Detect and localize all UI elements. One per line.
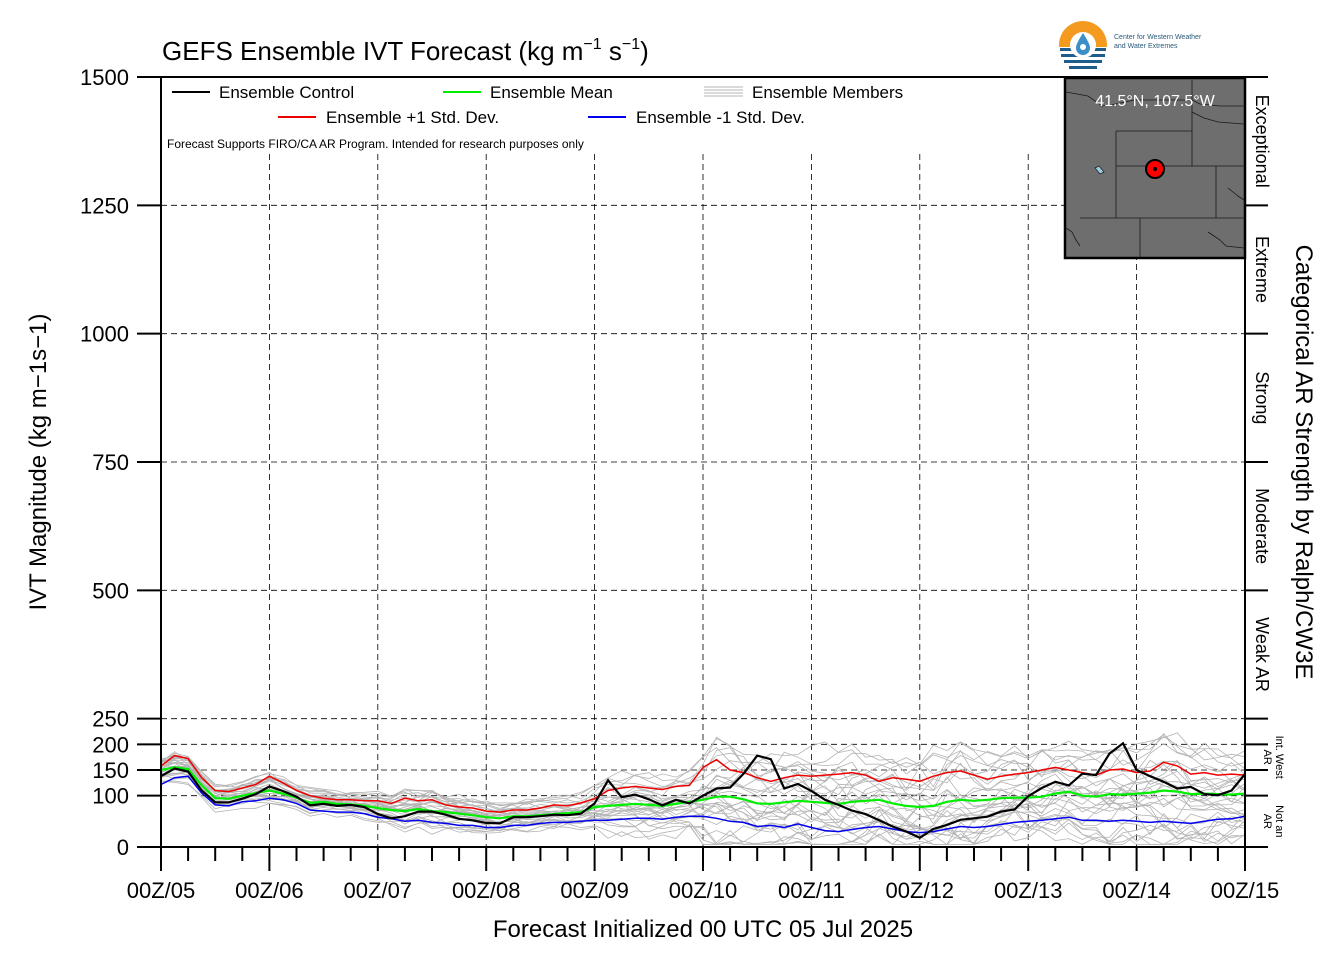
inset-map: 41.5°N, 107.5°W bbox=[1063, 76, 1247, 260]
ensemble-member-line bbox=[161, 743, 1245, 806]
legend-label-control: Ensemble Control bbox=[219, 83, 354, 102]
series-line-mean bbox=[161, 766, 1245, 820]
series-lines bbox=[161, 741, 1245, 840]
ensemble-member-line bbox=[161, 759, 1245, 845]
state-borders bbox=[1065, 80, 1245, 257]
x-axis: 00Z/05 00Z/06 00Z/07 00Z/08 00Z/09 00Z/10 00Z/… bbox=[127, 847, 1280, 903]
logo-text-line2: and Water Extremes bbox=[1114, 43, 1178, 50]
x-axis-title: Forecast Initialized 00 UTC 05 Jul 2025 bbox=[493, 916, 913, 943]
x-tick-label: 00Z/14 bbox=[1102, 878, 1171, 903]
series-line-control bbox=[161, 741, 1245, 840]
ensemble-member-line bbox=[161, 732, 1245, 807]
ensemble-member-line bbox=[161, 762, 1245, 845]
x-tick-label: 00Z/15 bbox=[1211, 878, 1280, 903]
x-tick-label: 00Z/10 bbox=[669, 878, 738, 903]
category-label: Int. WestAR bbox=[1261, 736, 1285, 779]
inset-map-location-label: 41.5°N, 107.5°W bbox=[1095, 93, 1215, 110]
x-tick-label: 00Z/13 bbox=[994, 878, 1063, 903]
series-line-minus-sd bbox=[161, 775, 1245, 834]
legend-swatch-members bbox=[704, 86, 743, 97]
y-tick-label: 200 bbox=[92, 732, 129, 757]
x-tick-label: 00Z/08 bbox=[452, 878, 521, 903]
y-tick-label: 0 bbox=[117, 835, 129, 860]
category-label: Not anAR bbox=[1261, 805, 1285, 837]
category-label: Strong bbox=[1252, 371, 1272, 424]
y-tick-label: 500 bbox=[92, 578, 129, 603]
legend-label-minus-sd: Ensemble -1 Std. Dev. bbox=[636, 108, 805, 127]
y-axis-title: IVT Magnitude (kg m−1s−1) bbox=[25, 313, 52, 610]
category-label: Weak AR bbox=[1252, 617, 1272, 692]
category-label: Moderate bbox=[1252, 488, 1272, 564]
ensemble-member-line bbox=[161, 765, 1245, 826]
legend-label-members: Ensemble Members bbox=[752, 83, 903, 102]
y-tick-label: 1000 bbox=[80, 322, 129, 347]
chart-title: GEFS Ensemble IVT Forecast (kg m−1 s−1) bbox=[162, 36, 649, 66]
logo-text-line1: Center for Western Weather bbox=[1114, 34, 1202, 41]
x-tick-label: 00Z/05 bbox=[127, 878, 196, 903]
right-axis-title: Categorical AR Strength by Ralph/CW3E bbox=[1290, 245, 1317, 680]
ensemble-member-line bbox=[161, 752, 1245, 813]
legend-label-plus-sd: Ensemble +1 Std. Dev. bbox=[326, 108, 499, 127]
y-tick-label: 750 bbox=[92, 450, 129, 475]
series-line-plus-sd bbox=[161, 754, 1245, 813]
research-note: Forecast Supports FIRO/CA AR Program. In… bbox=[167, 137, 584, 151]
x-tick-label: 00Z/11 bbox=[778, 878, 845, 903]
ensemble-member-line bbox=[161, 780, 1245, 845]
lake-shape bbox=[1094, 165, 1105, 175]
ensemble-member-line bbox=[161, 755, 1245, 845]
legend: Ensemble Control Ensemble Mean Ensemble … bbox=[167, 83, 903, 151]
y-tick-label: 1250 bbox=[80, 193, 129, 218]
ensemble-member-line bbox=[161, 735, 1245, 809]
x-tick-label: 00Z/06 bbox=[235, 878, 304, 903]
category-label: Extreme bbox=[1252, 236, 1272, 303]
category-label: Exceptional bbox=[1252, 95, 1272, 188]
y-tick-label: 150 bbox=[92, 758, 129, 783]
x-tick-label: 00Z/09 bbox=[560, 878, 629, 903]
y-tick-label: 1500 bbox=[80, 65, 129, 90]
cw3e-logo bbox=[1059, 21, 1107, 69]
y-tick-label: 250 bbox=[92, 707, 129, 732]
x-tick-label: 00Z/07 bbox=[344, 878, 413, 903]
x-tick-label: 00Z/12 bbox=[886, 878, 955, 903]
y-tick-label: 100 bbox=[92, 784, 129, 809]
legend-label-mean: Ensemble Mean bbox=[490, 83, 613, 102]
logo-text: Center for Western Weather and Water Ext… bbox=[1114, 33, 1244, 51]
right-category-axis: Not anAR Int. WestAR Weak AR Moderate Strong… bbox=[1245, 76, 1285, 848]
